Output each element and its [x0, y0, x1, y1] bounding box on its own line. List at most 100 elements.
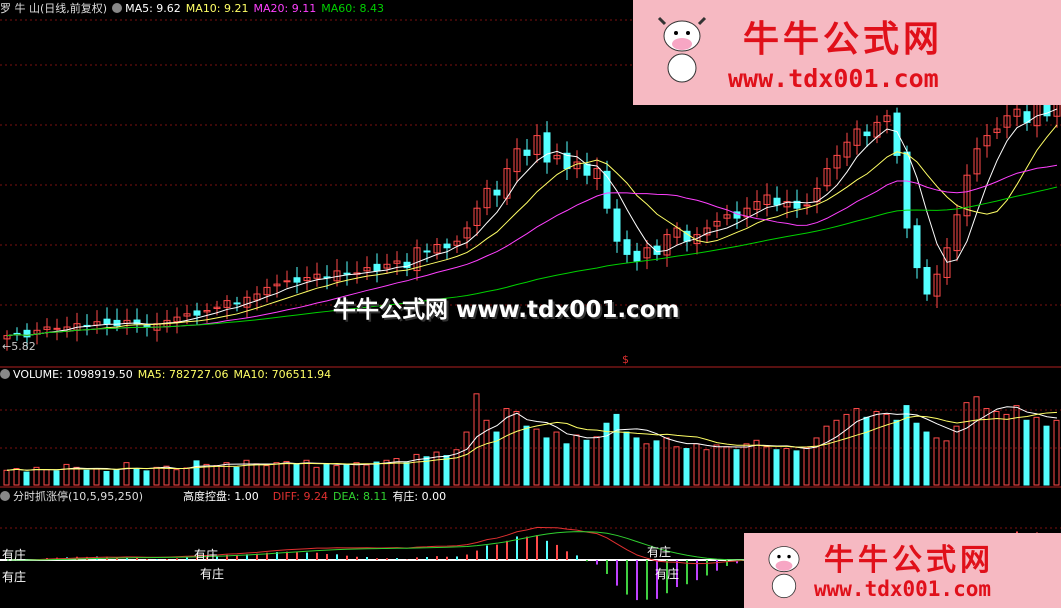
candle-body — [593, 168, 601, 179]
candle-body — [203, 310, 211, 313]
volume-bar — [73, 466, 80, 486]
volume-bar — [553, 431, 560, 486]
volume-bar — [563, 443, 570, 486]
zhuang-value: 有庄: 0.00 — [392, 490, 447, 503]
volume-bar — [493, 431, 500, 486]
watermark-name: 牛牛公式网 — [824, 543, 994, 578]
volume-bar — [403, 462, 410, 486]
candle-body — [793, 200, 801, 209]
volume-bar — [233, 466, 240, 486]
volume-bar — [273, 462, 280, 486]
stock-title: 罗 牛 山(日线,前复权) — [0, 2, 108, 15]
candle-body — [963, 174, 971, 217]
candle-body — [393, 260, 401, 264]
candle-body — [223, 300, 231, 308]
volume-bar — [53, 470, 60, 486]
volume-bar — [953, 425, 960, 486]
volume-bar — [653, 440, 660, 486]
volume-bar — [333, 465, 340, 486]
candle-body — [833, 154, 841, 169]
volume-bar — [673, 446, 680, 486]
volume-bar — [393, 458, 400, 486]
candle-body — [473, 207, 481, 226]
volume-bar — [813, 437, 820, 486]
volume-bar — [293, 463, 300, 486]
candle-body — [363, 267, 371, 272]
volume-bar — [863, 416, 870, 486]
candle-body — [493, 189, 501, 196]
volume-bar — [753, 439, 760, 486]
dropdown-icon[interactable] — [0, 369, 10, 379]
candle-body — [103, 318, 111, 325]
volume-bar — [693, 443, 700, 486]
candle-body — [343, 272, 351, 275]
volume-bar — [723, 446, 730, 486]
candle-body — [893, 112, 901, 156]
watermark-top: 牛牛公式网 www.tdx001.com — [633, 0, 1061, 105]
volume-bar — [833, 419, 840, 486]
volume-bar — [283, 460, 290, 486]
candle-body — [433, 244, 441, 254]
volume-bar — [253, 463, 260, 486]
volume-bar — [213, 465, 220, 486]
volume-bar — [983, 408, 990, 486]
ma60-line — [6, 186, 1058, 337]
volume-bar — [1053, 419, 1060, 486]
candle-body — [113, 319, 121, 327]
candle-body — [843, 141, 851, 158]
candle-body — [623, 239, 631, 255]
volume-bar — [223, 462, 230, 486]
candle-body — [173, 316, 181, 323]
volume-bar — [1003, 413, 1010, 486]
candle-body — [243, 296, 251, 308]
dollar-marker: $ — [622, 353, 629, 366]
volume-bar — [383, 459, 390, 486]
candle-body — [283, 280, 291, 283]
candle-body — [973, 148, 981, 175]
candle-body — [583, 163, 591, 176]
dropdown-icon[interactable] — [0, 491, 10, 501]
volume-bar — [113, 469, 120, 486]
price-header: 罗 牛 山(日线,前复权) MA5: 9.62 MA10: 9.21 MA20: 9.… — [0, 2, 389, 16]
candle-body — [743, 207, 751, 218]
volume-bar — [243, 459, 250, 486]
watermark-url: www.tdx001.com — [728, 64, 939, 93]
candle-body — [983, 135, 991, 147]
volume-bar — [443, 455, 450, 486]
candle-body — [373, 263, 381, 272]
cow-logo-icon — [657, 16, 707, 83]
volume-bar — [463, 431, 470, 486]
candle-body — [1013, 108, 1021, 117]
volume-bar — [743, 443, 750, 486]
volume-bar — [183, 467, 190, 486]
volume-bar — [843, 413, 850, 486]
volume-bar — [1033, 416, 1040, 486]
candle-body — [823, 168, 831, 187]
candle-body — [913, 225, 921, 269]
volume-bar — [703, 449, 710, 486]
volume-bar — [423, 456, 430, 486]
indicator-label: 有庄 — [2, 548, 27, 562]
volume-bar — [83, 469, 90, 486]
volume-ma10-line — [6, 411, 1058, 471]
candle-body — [923, 267, 931, 295]
volume-bar — [163, 465, 170, 486]
candle-body — [273, 283, 281, 287]
candle-body — [313, 273, 321, 279]
watermark-bottom: 牛牛公式网 www.tdx001.com — [744, 533, 1061, 608]
candle-body — [463, 227, 471, 239]
indicator-label: 有庄 — [647, 545, 672, 559]
candle-body — [643, 247, 651, 259]
candle-body — [993, 128, 1001, 133]
volume-bar — [933, 437, 940, 486]
volume-bar — [643, 443, 650, 486]
indicator-label: 有庄 — [200, 567, 225, 581]
volume-bar — [883, 413, 890, 486]
volume-bar — [533, 428, 540, 486]
candle-body — [753, 201, 761, 210]
candle-body — [53, 327, 61, 330]
volume-bar — [763, 446, 770, 486]
candle-body — [863, 131, 871, 137]
dropdown-icon[interactable] — [112, 3, 123, 13]
indicator-label: 有庄 — [2, 570, 27, 584]
